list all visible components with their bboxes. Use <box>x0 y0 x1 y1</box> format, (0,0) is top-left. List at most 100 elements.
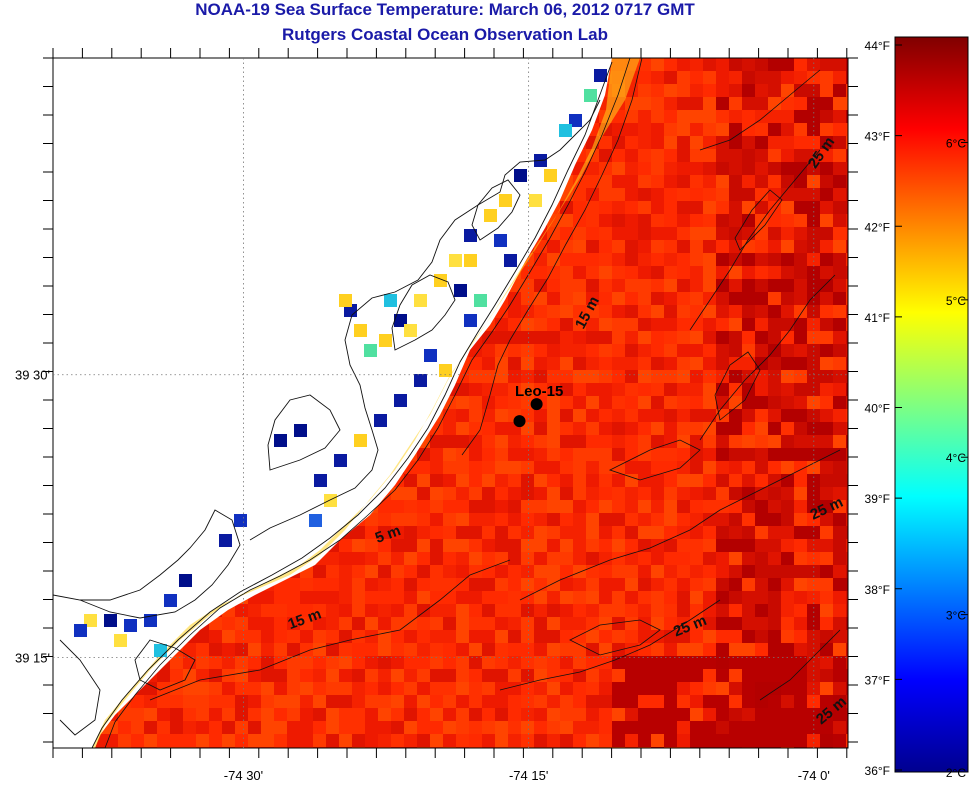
sst-cell <box>482 643 496 657</box>
sst-cell <box>339 565 353 579</box>
sst-cell <box>170 721 184 735</box>
sst-cell <box>391 682 405 696</box>
sst-cell <box>833 305 847 319</box>
sst-cell <box>768 84 782 98</box>
sst-cell <box>755 682 769 696</box>
sst-cell <box>638 617 652 631</box>
sst-cell <box>417 500 431 514</box>
sst-cell <box>638 110 652 124</box>
sst-cell <box>690 578 704 592</box>
graticule <box>53 58 848 748</box>
sst-cell <box>521 552 535 566</box>
sst-cell <box>690 370 704 384</box>
sst-cell <box>508 604 522 618</box>
sst-cell <box>651 331 665 345</box>
sst-cell <box>560 396 574 410</box>
sst-cell <box>534 331 548 345</box>
sst-cell <box>456 422 470 436</box>
sst-cell <box>612 188 626 202</box>
sst-cell <box>625 747 639 748</box>
sst-cell <box>378 578 392 592</box>
sst-cell <box>833 721 847 735</box>
sst-cell <box>573 214 587 228</box>
sst-cell <box>274 747 288 748</box>
sst-cell <box>573 461 587 475</box>
sst-cell <box>833 97 847 111</box>
sst-cell <box>781 71 795 85</box>
map-subtitle: Rutgers Coastal Ocean Observation Lab <box>282 25 608 44</box>
sst-cell <box>599 214 613 228</box>
sst-cell <box>183 734 197 748</box>
sst-cell <box>625 487 639 501</box>
sst-cell <box>314 474 327 487</box>
sst-cell <box>534 604 548 618</box>
sst-cell <box>521 292 535 306</box>
sst-cell <box>755 383 769 397</box>
sst-cell <box>820 409 834 423</box>
sst-cell <box>235 656 249 670</box>
sst-cell <box>625 695 639 709</box>
sst-cell <box>586 227 600 241</box>
sst-cell <box>430 682 444 696</box>
sst-cell <box>404 734 418 748</box>
sst-cell <box>755 734 769 748</box>
sst-cell <box>716 630 730 644</box>
sst-cell <box>807 279 821 293</box>
sst-cell <box>534 266 548 280</box>
sst-cell <box>443 552 457 566</box>
sst-cell <box>690 734 704 748</box>
sst-cell <box>716 240 730 254</box>
sst-cell <box>586 279 600 293</box>
sst-cell <box>508 435 522 449</box>
sst-cell <box>664 565 678 579</box>
sst-cell <box>326 669 340 683</box>
sst-cell <box>638 721 652 735</box>
sst-cell <box>170 708 184 722</box>
sst-cell <box>313 604 327 618</box>
sst-cell <box>586 331 600 345</box>
sst-cell <box>716 227 730 241</box>
sst-cell <box>469 448 483 462</box>
sst-cell <box>846 162 848 176</box>
sst-cell <box>833 617 847 631</box>
sst-cell <box>794 110 808 124</box>
sst-cell <box>274 708 288 722</box>
sst-cell <box>742 747 756 748</box>
sst-cell <box>326 578 340 592</box>
sst-cell <box>482 487 496 501</box>
sst-cell <box>560 422 574 436</box>
sst-cell <box>560 318 574 332</box>
sst-cell <box>612 175 626 189</box>
sst-cell <box>677 539 691 553</box>
sst-cell <box>781 695 795 709</box>
sst-cell <box>417 539 431 553</box>
sst-cell <box>716 669 730 683</box>
sst-cell <box>677 552 691 566</box>
sst-cell <box>599 591 613 605</box>
longitude-label: -74 15' <box>509 768 548 783</box>
sst-cell <box>274 591 288 605</box>
sst-cell <box>612 305 626 319</box>
sst-cell <box>573 253 587 267</box>
sst-cell <box>430 487 444 501</box>
sst-cell <box>664 305 678 319</box>
sst-cell <box>781 669 795 683</box>
sst-cell <box>716 188 730 202</box>
sst-cell <box>612 500 626 514</box>
sst-cell <box>833 71 847 85</box>
sst-cell <box>547 292 561 306</box>
sst-cell <box>378 656 392 670</box>
sst-cell <box>547 474 561 488</box>
sst-cell <box>677 604 691 618</box>
sst-cell <box>742 630 756 644</box>
sst-cell <box>114 634 127 647</box>
sst-cell <box>820 136 834 150</box>
sst-cell <box>755 123 769 137</box>
sst-cell <box>742 84 756 98</box>
sst-cell <box>469 409 483 423</box>
sst-cell <box>716 214 730 228</box>
sst-cell <box>534 344 548 358</box>
sst-cell <box>599 669 613 683</box>
sst-cell <box>131 695 145 709</box>
sst-cell <box>612 331 626 345</box>
